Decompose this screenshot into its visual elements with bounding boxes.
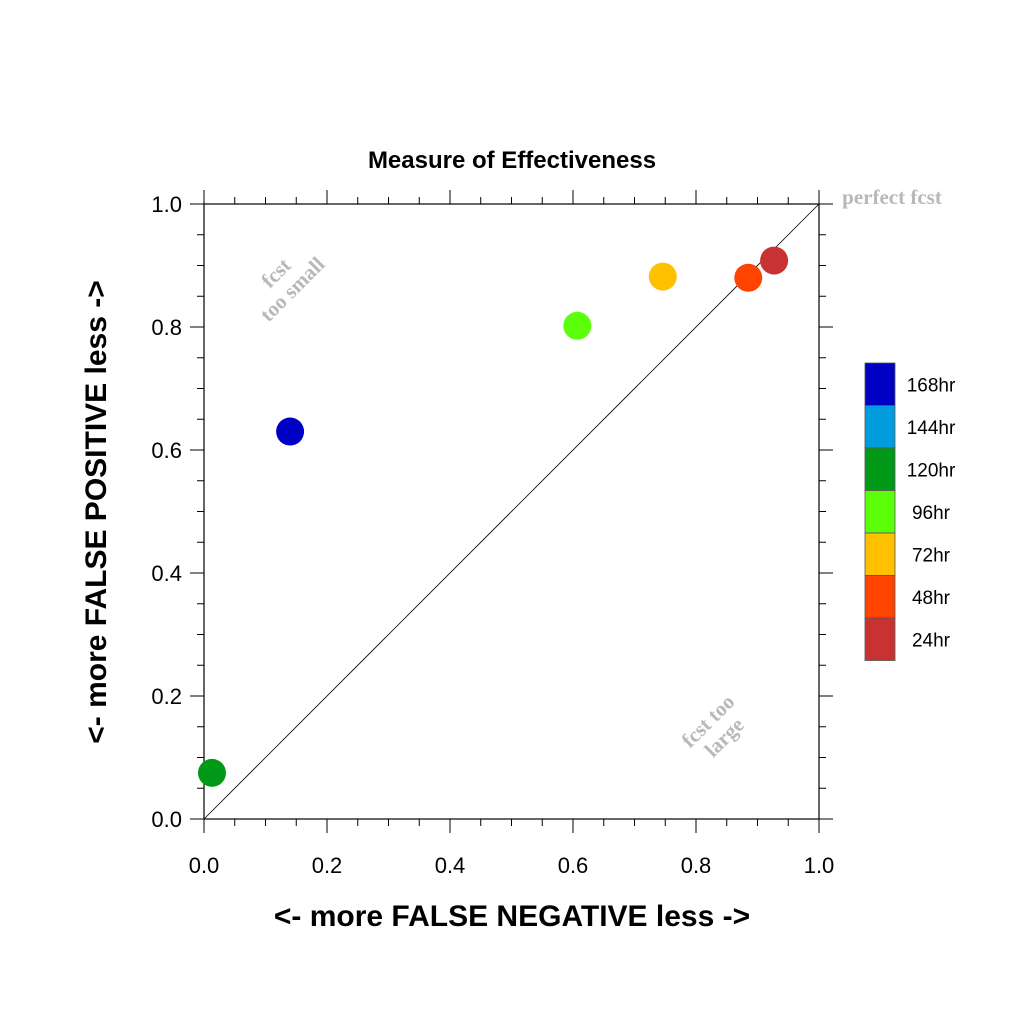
legend-label-96hr: 96hr xyxy=(912,503,951,524)
point-48hr xyxy=(734,263,763,292)
x-tick-label: 1.0 xyxy=(804,853,835,878)
x-axis-label: <- more FALSE NEGATIVE less -> xyxy=(274,900,750,933)
y-tick-label: 1.0 xyxy=(151,192,182,217)
y-tick-label: 0.0 xyxy=(151,807,182,832)
legend-swatch-48hr xyxy=(864,575,896,619)
data-points xyxy=(197,246,789,787)
y-tick-label: 0.6 xyxy=(151,438,182,463)
legend-label-24hr: 24hr xyxy=(912,630,951,651)
legend-swatch-72hr xyxy=(864,532,896,576)
point-168hr xyxy=(276,417,305,446)
chart-title: Measure of Effectiveness xyxy=(368,147,656,174)
x-tick-label: 0.8 xyxy=(681,853,712,878)
point-96hr xyxy=(563,311,592,340)
y-tick-label: 0.4 xyxy=(151,561,182,586)
legend-label-72hr: 72hr xyxy=(912,545,951,566)
legend: 168hr 144hr 120hr 96hr 72hr 48hr 24hr xyxy=(864,362,956,661)
x-tick-label: 0.2 xyxy=(312,853,343,878)
y-axis-label: <- more FALSE POSITIVE less -> xyxy=(80,280,113,744)
axis-tick-labels: 0.0 0.2 0.4 0.6 0.8 1.0 0.0 0.2 0.4 0.6 0.8 1.0 xyxy=(151,192,834,878)
point-72hr xyxy=(648,262,677,291)
legend-swatch-24hr xyxy=(864,617,896,661)
legend-swatch-144hr xyxy=(864,405,896,449)
point-120hr xyxy=(197,758,226,787)
legend-swatch-168hr xyxy=(864,362,896,406)
legend-label-144hr: 144hr xyxy=(907,418,956,439)
plot-area: 0.0 0.2 0.4 0.6 0.8 1.0 0.0 0.2 0.4 0.6 0.8 1.0 xyxy=(151,190,834,878)
fcst-too-small-line2: too small xyxy=(255,252,329,326)
x-tick-label: 0.6 xyxy=(558,853,589,878)
legend-label-48hr: 48hr xyxy=(912,588,951,609)
x-tick-label: 0.4 xyxy=(435,853,466,878)
legend-swatch-120hr xyxy=(864,447,896,491)
y-tick-label: 0.2 xyxy=(151,684,182,709)
x-tick-label: 0.0 xyxy=(189,853,220,878)
legend-label-120hr: 120hr xyxy=(907,460,956,481)
legend-label-168hr: 168hr xyxy=(907,375,956,396)
axis-ticks xyxy=(190,190,833,833)
perfect-forecast-label: perfect fcst xyxy=(842,185,942,209)
point-24hr xyxy=(760,246,789,275)
fcst-too-large-label: fcst too large xyxy=(677,690,749,762)
fcst-too-small-label: fcst too small xyxy=(255,252,329,326)
legend-swatch-96hr xyxy=(864,490,896,534)
perfect-forecast-diagonal xyxy=(203,203,820,820)
y-tick-label: 0.8 xyxy=(151,315,182,340)
